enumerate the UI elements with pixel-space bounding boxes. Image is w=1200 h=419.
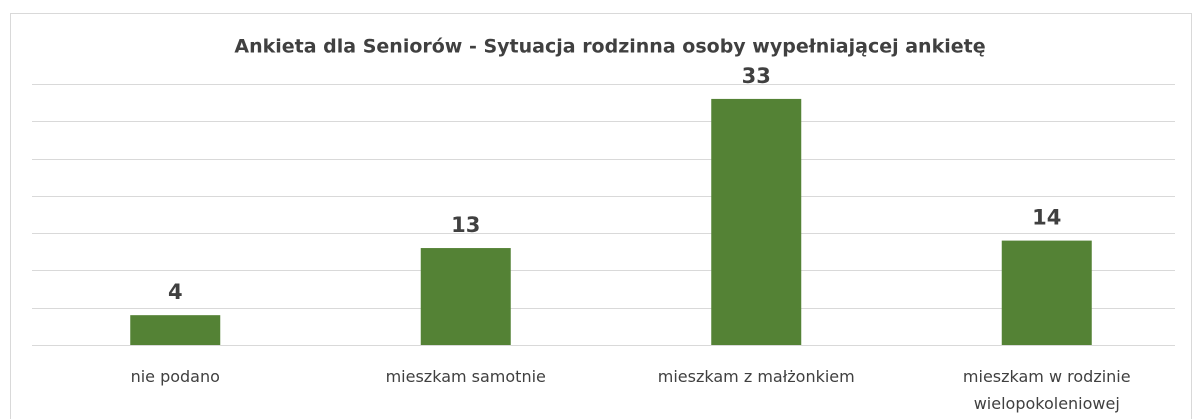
x-tick-label: mieszkam w rodzinie wielopokoleniowej [962,367,1131,413]
bar [420,248,511,345]
bar [711,98,802,346]
data-label: 13 [451,213,480,237]
bar [1001,240,1092,345]
x-tick-label: mieszkam z małżonkiem [657,367,855,386]
data-label: 33 [742,64,771,88]
data-label: 4 [168,280,183,304]
chart-border [10,13,1192,419]
data-label: 14 [1032,206,1061,230]
chart-title: Ankieta dla Seniorów - Sytuacja rodzinna… [234,36,985,58]
bar [130,315,221,345]
x-tick-label: mieszkam samotnie [385,367,546,386]
x-tick-label: nie podano [130,367,220,386]
